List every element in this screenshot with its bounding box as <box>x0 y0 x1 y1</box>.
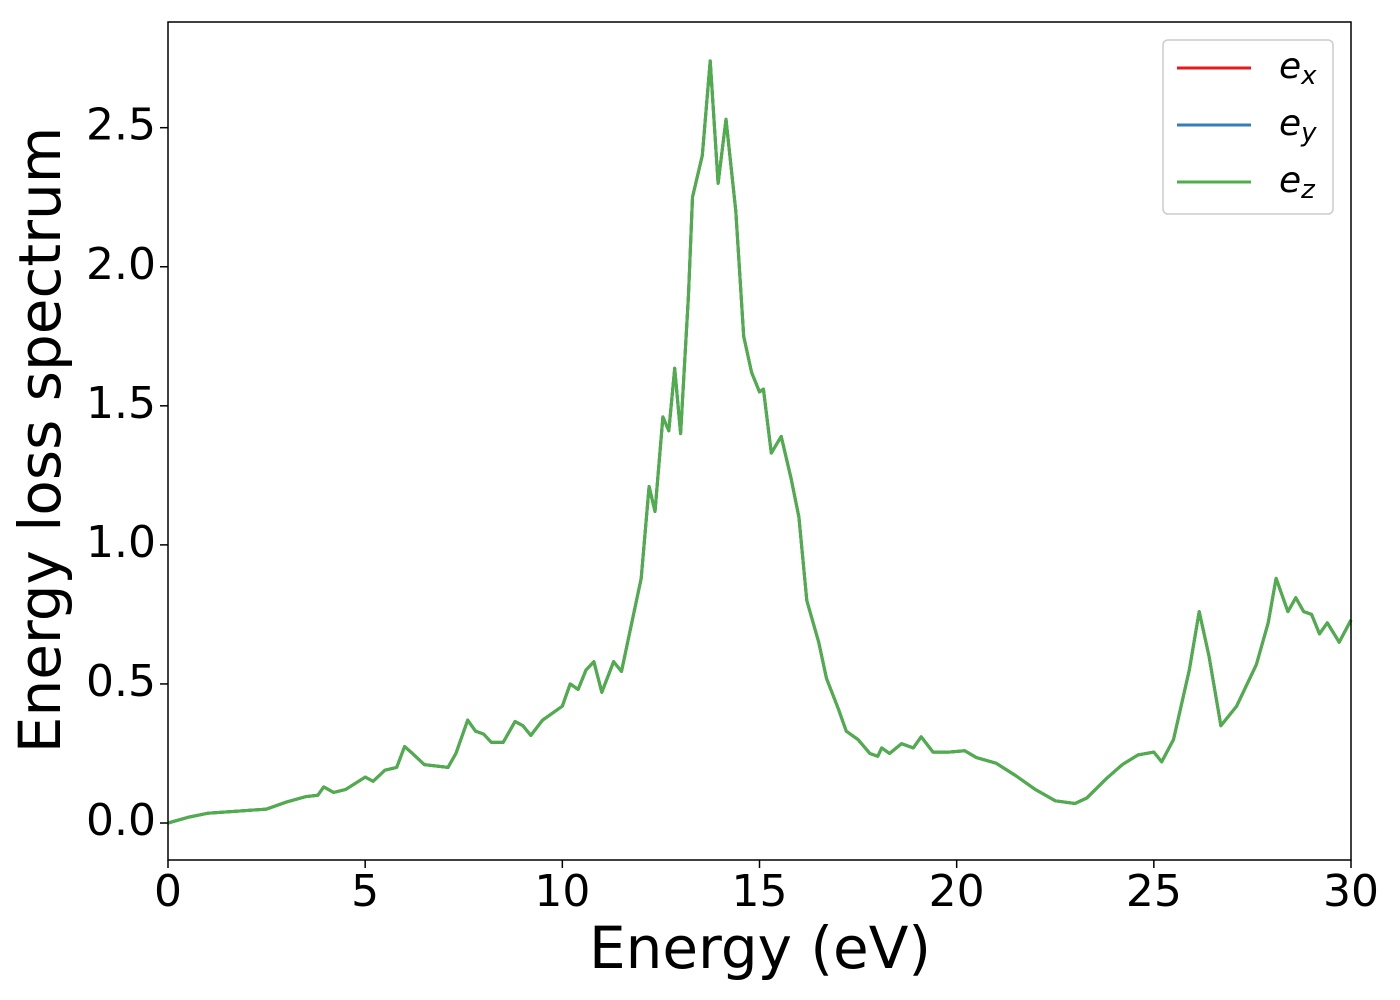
x-tick-label: 25 <box>1126 866 1182 917</box>
x-tick-label: 5 <box>351 866 379 917</box>
y-tick-label: 1.0 <box>86 517 156 568</box>
y-tick-label: 2.0 <box>86 239 156 290</box>
x-tick-label: 0 <box>154 866 182 917</box>
legend-label: ey <box>1279 103 1317 148</box>
y-tick-label: 2.5 <box>86 100 156 151</box>
plot-frame <box>167 21 1352 861</box>
y-tick-label: 0.5 <box>86 656 156 707</box>
x-tick-label: 30 <box>1323 866 1379 917</box>
legend-label: ex <box>1279 46 1317 91</box>
line-series <box>167 59 1353 825</box>
legend-box <box>1162 39 1334 215</box>
y-tick-label: 1.5 <box>86 378 156 429</box>
legend-label: ez <box>1279 160 1316 205</box>
x-tick-label: 20 <box>929 866 985 917</box>
y-axis-label: Energy loss spectrum <box>6 127 74 753</box>
x-tick-label: 10 <box>534 866 590 917</box>
x-axis-label: Energy (eV) <box>589 914 931 982</box>
y-tick-label: 0.0 <box>86 795 156 846</box>
x-tick-label: 15 <box>732 866 788 917</box>
